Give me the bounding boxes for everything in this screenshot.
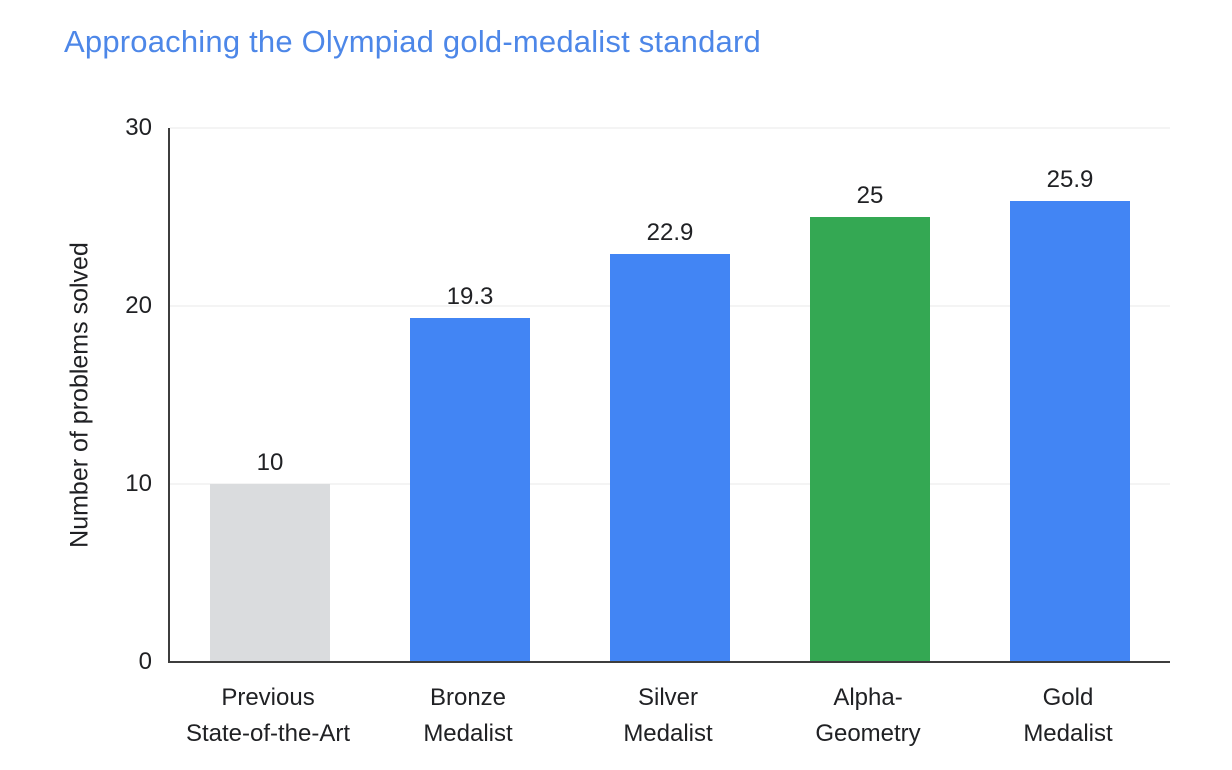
x-tick-label: Silver Medalist: [623, 684, 713, 748]
bar-group: 10: [170, 128, 370, 662]
bars-row: 10 19.3 22.9 25 25.9: [170, 128, 1170, 662]
bar-group: 25: [770, 128, 970, 662]
y-axis-title: Number of problems solved: [65, 242, 94, 548]
y-tick-label: 0: [138, 648, 152, 675]
bar: [210, 484, 330, 662]
bar-value-label: 25.9: [1046, 165, 1094, 193]
bar-value-label: 25: [856, 182, 884, 209]
bar-value-label: 19.3: [446, 283, 494, 311]
y-tick-label: 20: [125, 292, 152, 319]
x-tick-label: Alpha- Geometry: [815, 684, 921, 748]
gridline: [170, 127, 1170, 129]
y-tick-label: 30: [125, 114, 152, 141]
bar-group: 22.9: [570, 128, 770, 662]
bar-value-label: 22.9: [646, 219, 694, 247]
x-tick-label: Previous State-of-the-Art: [185, 684, 351, 748]
x-axis-baseline: [168, 661, 1170, 663]
bar-value-label: 10: [256, 449, 284, 476]
bar: [610, 254, 730, 662]
y-tick-label: 10: [125, 470, 152, 497]
bar: [410, 318, 530, 662]
bar-group: 19.3: [370, 128, 570, 662]
plot-area: 10 19.3 22.9 25 25.9: [168, 127, 1170, 663]
chart-title: Approaching the Olympiad gold-medalist s…: [64, 24, 761, 59]
bar-group: 25.9: [970, 128, 1170, 662]
x-axis-labels: Previous State-of-the-Art Bronze Medalist…: [168, 680, 1168, 753]
y-axis-ticks: 0 10 20 30: [96, 116, 152, 674]
x-tick-label: Bronze Medalist: [423, 684, 513, 748]
x-tick-label: Gold Medalist: [1023, 684, 1113, 748]
bar: [1010, 200, 1130, 662]
bar: [810, 217, 930, 662]
